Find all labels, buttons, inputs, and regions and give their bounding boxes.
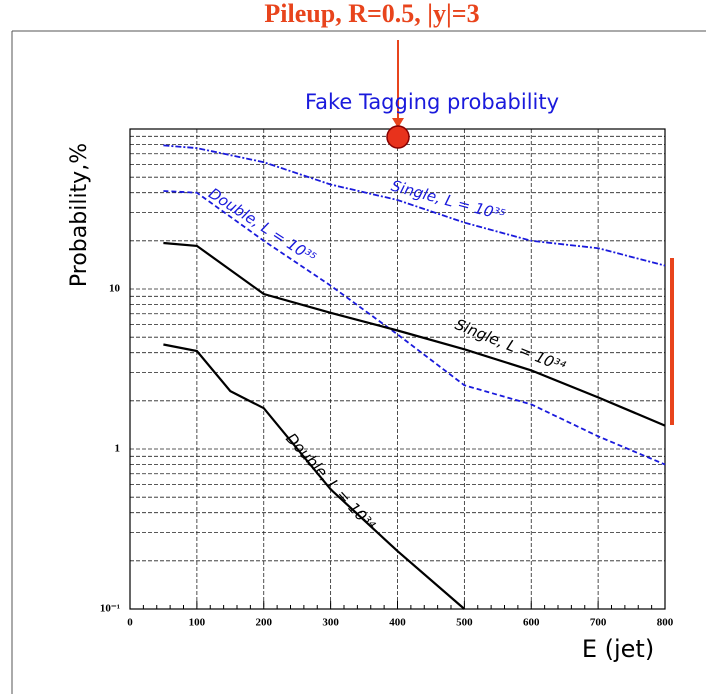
chart-title: Fake Tagging probability xyxy=(305,90,559,114)
series-line xyxy=(163,144,666,267)
x-tick-label: 500 xyxy=(456,617,473,629)
x-tick-label: 600 xyxy=(523,617,540,629)
y-axis-label: Probability,% xyxy=(67,143,92,287)
series-line xyxy=(163,241,666,427)
header: Pileup, R=0.5, |y|=3 xyxy=(264,0,479,28)
series-label: Double, L = 10³⁴ xyxy=(282,429,379,533)
x-tick-label: 700 xyxy=(590,617,607,629)
marker-dot xyxy=(386,125,410,149)
x-tick-label: 400 xyxy=(389,617,406,629)
x-tick-label: 200 xyxy=(256,617,273,629)
x-tick-label: 0 xyxy=(127,617,133,629)
x-tick-label: 800 xyxy=(657,617,674,629)
series-label: Single, L = 10³⁵ xyxy=(389,177,507,225)
series-line xyxy=(163,190,666,466)
series-label: Double, L = 10³⁵ xyxy=(205,184,319,267)
arrow-head xyxy=(392,118,404,128)
y-tick-label: 1 xyxy=(115,443,121,455)
x-axis-label: E (jet) xyxy=(582,635,654,663)
y-tick-label: 10⁻¹ xyxy=(100,603,120,615)
x-tick-label: 100 xyxy=(189,617,206,629)
y-tick-label: 10 xyxy=(109,283,121,295)
series-line xyxy=(163,343,466,610)
x-tick-label: 300 xyxy=(322,617,339,629)
